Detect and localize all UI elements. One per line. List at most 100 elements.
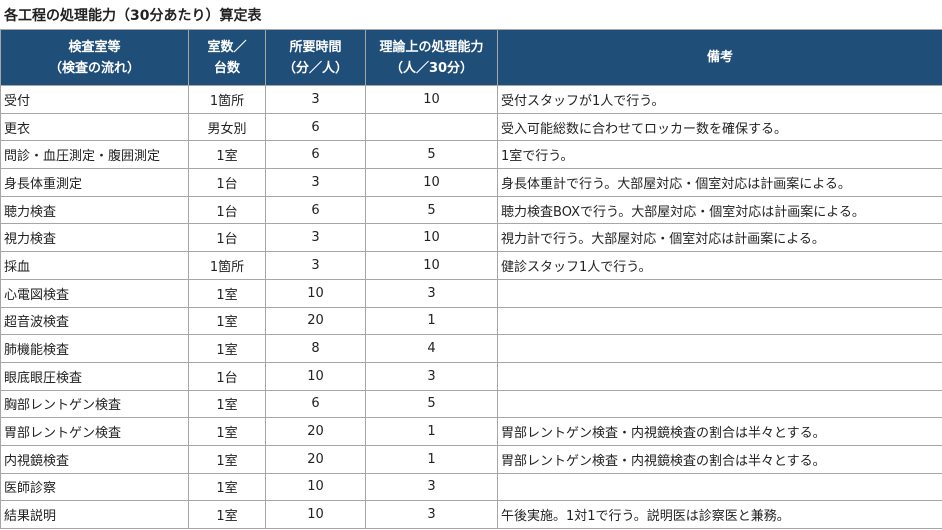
capacity-cell: 3: [365, 472, 498, 502]
capacity-cell: 10: [365, 223, 498, 253]
time-cell: 6: [265, 140, 366, 170]
room-count-cell: 1室: [188, 334, 266, 363]
time-cell: 8: [265, 334, 366, 363]
table-row: 受付 1箇所 3 10 受付スタッフが1人で行う。: [0, 85, 942, 114]
remarks-cell: [497, 306, 942, 336]
table-row: 肺機能検査 1室 8 4: [0, 334, 942, 363]
capacity-cell: 1: [365, 417, 498, 446]
exam-room-cell: 内視鏡検査: [0, 444, 189, 474]
time-cell: 10: [265, 500, 366, 529]
room-count-cell: 1台: [188, 361, 266, 391]
header-time: 所要時間 （分／人）: [265, 29, 366, 86]
room-count-cell: 1室: [188, 389, 266, 419]
room-count-cell: 1台: [188, 223, 266, 253]
room-count-cell: 1室: [188, 417, 266, 446]
exam-room-cell: 眼底眼圧検査: [0, 361, 189, 391]
exam-room-cell: 心電図検査: [0, 278, 189, 308]
table-row: 身長体重測定 1台 3 10 身長体重計で行う。大部屋対応・個室対応は計画案による。: [0, 168, 942, 197]
room-count-cell: 1台: [188, 168, 266, 197]
exam-room-cell: 胸部レントゲン検査: [0, 389, 189, 419]
remarks-cell: [497, 389, 942, 419]
capacity-cell: 3: [365, 500, 498, 529]
exam-room-cell: 結果説明: [0, 500, 189, 529]
capacity-table: 検査室等 （検査の流れ） 室数／ 台数 所要時間 （分／人） 理論上の処理能力 （人／…: [0, 29, 942, 529]
table-row: 超音波検査 1室 20 1: [0, 306, 942, 336]
header-exam-room: 検査室等 （検査の流れ）: [0, 29, 189, 86]
remarks-cell: [497, 361, 942, 391]
room-count-cell: 1室: [188, 278, 266, 308]
room-count-cell: 男女別: [188, 112, 266, 142]
capacity-cell: 1: [365, 444, 498, 474]
exam-room-cell: 超音波検査: [0, 306, 189, 336]
table-row: 心電図検査 1室 10 3: [0, 278, 942, 308]
capacity-cell: 3: [365, 278, 498, 308]
time-cell: 3: [265, 85, 366, 114]
time-cell: 3: [265, 223, 366, 253]
remarks-cell: 身長体重計で行う。大部屋対応・個室対応は計画案による。: [497, 168, 942, 197]
table-row: 胸部レントゲン検査 1室 6 5: [0, 389, 942, 419]
capacity-cell: 1: [365, 306, 498, 336]
room-count-cell: 1室: [188, 140, 266, 170]
table-row: 結果説明 1室 10 3 午後実施。1対1で行う。説明医は診察医と兼務。: [0, 500, 942, 529]
capacity-cell: 5: [365, 195, 498, 225]
time-cell: 3: [265, 168, 366, 197]
time-cell: 10: [265, 278, 366, 308]
exam-room-cell: 採血: [0, 251, 189, 280]
room-count-cell: 1室: [188, 472, 266, 502]
remarks-cell: 胃部レントゲン検査・内視鏡検査の割合は半々とする。: [497, 444, 942, 474]
remarks-cell: 受付スタッフが1人で行う。: [497, 85, 942, 114]
capacity-cell: [365, 112, 498, 142]
capacity-cell: 5: [365, 140, 498, 170]
remarks-cell: 健診スタッフ1人で行う。: [497, 251, 942, 280]
table-row: 胃部レントゲン検査 1室 20 1 胃部レントゲン検査・内視鏡検査の割合は半々とする。: [0, 417, 942, 446]
table-title: 各工程の処理能力（30分あたり）算定表: [4, 8, 262, 24]
room-count-cell: 1室: [188, 306, 266, 336]
header-remarks: 備考: [497, 29, 942, 86]
table-row: 問診・血圧測定・腹囲測定 1室 6 5 1室で行う。: [0, 140, 942, 170]
time-cell: 20: [265, 444, 366, 474]
exam-room-cell: 聴力検査: [0, 195, 189, 225]
remarks-cell: 午後実施。1対1で行う。説明医は診察医と兼務。: [497, 500, 942, 529]
exam-room-cell: 医師診察: [0, 472, 189, 502]
table-row: 聴力検査 1台 6 5 聴力検査BOXで行う。大部屋対応・個室対応は計画案による。: [0, 195, 942, 225]
table-row: 採血 1箇所 3 10 健診スタッフ1人で行う。: [0, 251, 942, 280]
remarks-cell: [497, 334, 942, 363]
exam-room-cell: 肺機能検査: [0, 334, 189, 363]
room-count-cell: 1箇所: [188, 251, 266, 280]
exam-room-cell: 視力検査: [0, 223, 189, 253]
room-count-cell: 1台: [188, 195, 266, 225]
remarks-cell: 聴力検査BOXで行う。大部屋対応・個室対応は計画案による。: [497, 195, 942, 225]
time-cell: 3: [265, 251, 366, 280]
exam-room-cell: 胃部レントゲン検査: [0, 417, 189, 446]
capacity-cell: 10: [365, 85, 498, 114]
exam-room-cell: 身長体重測定: [0, 168, 189, 197]
time-cell: 6: [265, 195, 366, 225]
remarks-cell: 胃部レントゲン検査・内視鏡検査の割合は半々とする。: [497, 417, 942, 446]
time-cell: 6: [265, 112, 366, 142]
time-cell: 6: [265, 389, 366, 419]
time-cell: 20: [265, 417, 366, 446]
exam-room-cell: 問診・血圧測定・腹囲測定: [0, 140, 189, 170]
exam-room-cell: 受付: [0, 85, 189, 114]
table-row: 更衣 男女別 6 受入可能総数に合わせてロッカー数を確保する。: [0, 112, 942, 142]
time-cell: 20: [265, 306, 366, 336]
table-row: 内視鏡検査 1室 20 1 胃部レントゲン検査・内視鏡検査の割合は半々とする。: [0, 444, 942, 474]
exam-room-cell: 更衣: [0, 112, 189, 142]
header-room-count: 室数／ 台数: [188, 29, 266, 86]
header-row: 検査室等 （検査の流れ） 室数／ 台数 所要時間 （分／人） 理論上の処理能力 （人／…: [0, 29, 942, 86]
room-count-cell: 1室: [188, 444, 266, 474]
time-cell: 10: [265, 472, 366, 502]
capacity-cell: 5: [365, 389, 498, 419]
table-row: 眼底眼圧検査 1台 10 3: [0, 361, 942, 391]
time-cell: 10: [265, 361, 366, 391]
table-row: 視力検査 1台 3 10 視力計で行う。大部屋対応・個室対応は計画案による。: [0, 223, 942, 253]
capacity-cell: 3: [365, 361, 498, 391]
room-count-cell: 1箇所: [188, 85, 266, 114]
capacity-cell: 4: [365, 334, 498, 363]
capacity-cell: 10: [365, 168, 498, 197]
table-row: 医師診察 1室 10 3: [0, 472, 942, 502]
capacity-cell: 10: [365, 251, 498, 280]
remarks-cell: 視力計で行う。大部屋対応・個室対応は計画案による。: [497, 223, 942, 253]
remarks-cell: 1室で行う。: [497, 140, 942, 170]
remarks-cell: 受入可能総数に合わせてロッカー数を確保する。: [497, 112, 942, 142]
